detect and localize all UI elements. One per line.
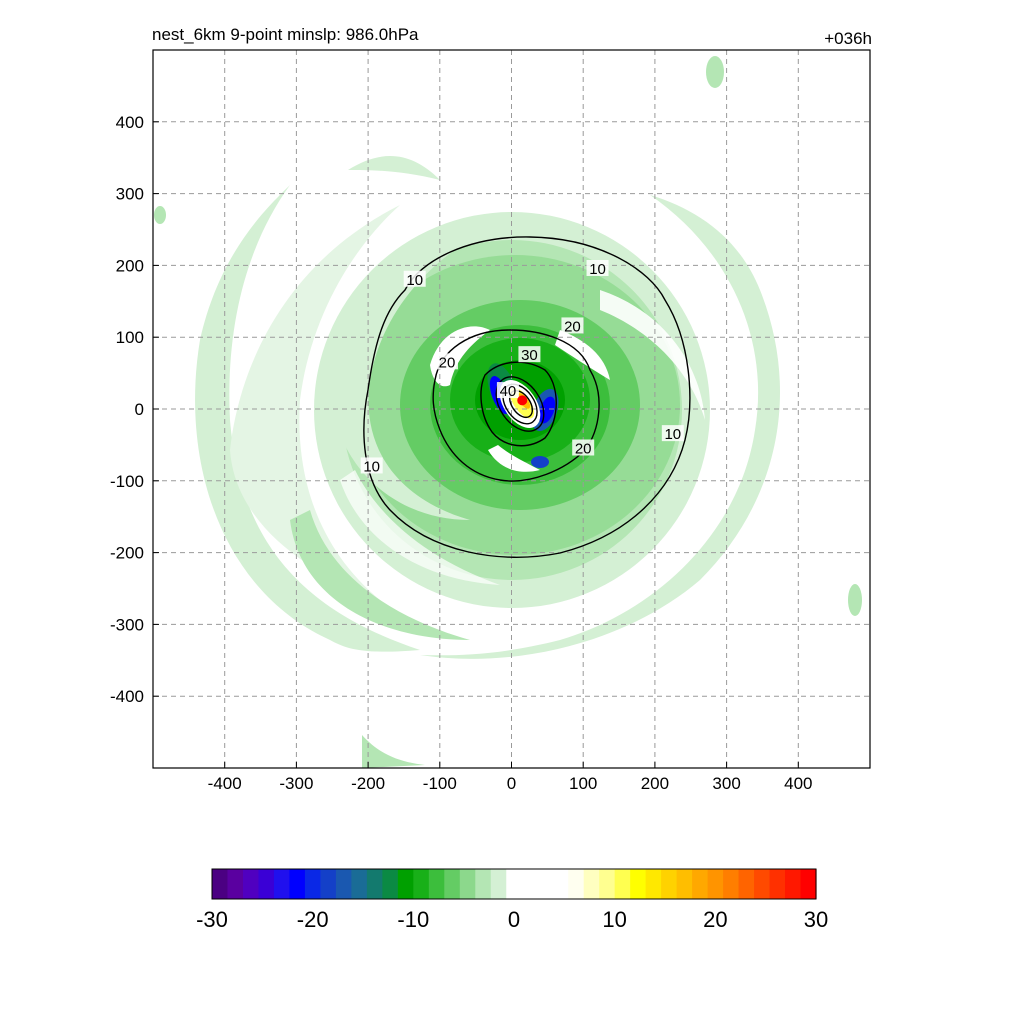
colorbar-swatch: [568, 869, 585, 899]
colorbar-swatch: [645, 869, 662, 899]
colorbar-swatch: [800, 869, 817, 899]
colorbar-swatch: [351, 869, 368, 899]
x-tick-label: -300: [279, 774, 313, 793]
x-tick-label: 0: [507, 774, 516, 793]
colorbar-tick-label: -30: [196, 907, 228, 932]
colorbar-swatch: [382, 869, 399, 899]
x-tick-label: 200: [641, 774, 669, 793]
colorbar-swatch: [707, 869, 724, 899]
colorbar-swatch: [258, 869, 275, 899]
colorbar-tick-label: -10: [397, 907, 429, 932]
x-tick-label: -400: [208, 774, 242, 793]
colorbar-swatch: [583, 869, 600, 899]
x-tick-label: 100: [569, 774, 597, 793]
y-tick-label: -200: [110, 544, 144, 563]
storm-center-marker: [517, 395, 528, 406]
y-tick-label: -100: [110, 472, 144, 491]
colorbar-swatch: [599, 869, 616, 899]
colorbar-swatch: [785, 869, 802, 899]
colorbar-swatch: [661, 869, 678, 899]
contour-label-bg: [435, 353, 458, 370]
colorbar-swatch: [754, 869, 771, 899]
colorbar-swatch: [273, 869, 291, 899]
x-tick-label: -200: [351, 774, 385, 793]
x-tick-label: 300: [712, 774, 740, 793]
colorbar-swatch: [366, 869, 383, 899]
y-tick-label: 200: [116, 256, 144, 275]
contour-label-bg: [586, 259, 609, 276]
colorbar-tick-label: -20: [297, 907, 329, 932]
colorbar-swatch: [490, 869, 507, 899]
x-tick-label: -100: [423, 774, 457, 793]
center-marker-layer: [517, 395, 528, 406]
colorbar-swatch: [227, 869, 244, 899]
y-tick-label: 300: [116, 185, 144, 204]
colorbar-tick-label: 0: [508, 907, 520, 932]
contour-label-bg: [403, 270, 426, 287]
contour-label-bg: [572, 439, 595, 456]
colorbar-swatch: [630, 869, 647, 899]
y-tick-label: -400: [110, 687, 144, 706]
y-tick-label: 100: [116, 328, 144, 347]
colorbar-swatch: [413, 869, 430, 899]
colorbar-swatch: [444, 869, 461, 899]
contour-label: 40: [500, 383, 517, 400]
contour-label: 10: [406, 272, 423, 289]
contour-label-bg: [496, 382, 519, 399]
contour-label: 20: [564, 318, 581, 335]
contour-label: 10: [589, 261, 606, 278]
colorbar-swatch: [459, 869, 476, 899]
contour-label: 10: [363, 458, 380, 475]
colorbar-swatch: [335, 869, 352, 899]
contour-label-bg: [360, 457, 383, 474]
colorbar-swatch: [692, 869, 709, 899]
y-tick-label: -300: [110, 615, 144, 634]
colorbar-tick-label: 10: [602, 907, 626, 932]
contour-labels: 10 10 10 10 20 20 20 30 40: [360, 259, 684, 475]
colorbar-swatch: [769, 869, 786, 899]
x-tick-label: 400: [784, 774, 812, 793]
colorbar-swatch: [738, 869, 755, 899]
colorbar-frame: [211, 868, 817, 900]
contour-label-bg: [561, 317, 584, 334]
time-label: +036h: [824, 29, 872, 48]
plot-area: 10 10 10 10 20 20 20 30 40: [153, 50, 870, 768]
colorbar-swatch: [537, 869, 554, 899]
colorbar-swatch: [552, 869, 569, 899]
grid: [153, 50, 870, 768]
colorbar-swatch: [397, 869, 414, 899]
contour-label: 20: [439, 354, 456, 371]
colorbar-tick-label: 30: [804, 907, 828, 932]
colorbar-swatch: [428, 869, 445, 899]
colorbar-swatch: [304, 869, 322, 899]
colorbar-swatch: [614, 869, 631, 899]
chart-title: nest_6km 9-point minslp: 986.0hPa: [152, 25, 419, 44]
colorbar-swatch: [289, 869, 306, 899]
colorbar: [211, 868, 817, 900]
y-tick-label: 0: [135, 400, 144, 419]
colorbar-swatch: [242, 869, 260, 899]
colorbar-swatch: [320, 869, 337, 899]
contour-label: 20: [575, 440, 592, 457]
colorbar-swatch: [521, 869, 538, 899]
y-axis-ticks: 400 300 200 100 0 -100 -200 -300 -400: [110, 113, 159, 706]
colorbar-swatch: [723, 869, 740, 899]
y-tick-label: 400: [116, 113, 144, 132]
colorbar-swatch: [212, 869, 229, 899]
colorbar-tick-label: 20: [703, 907, 727, 932]
contour-label-bg: [518, 346, 541, 363]
contour-label: 30: [521, 347, 538, 364]
contour-label-bg: [661, 425, 684, 442]
colorbar-swatch: [506, 869, 523, 899]
colorbar-ticks: -30 -20 -10 0 10 20 30: [196, 907, 828, 932]
colorbar-swatch: [676, 869, 693, 899]
x-axis-ticks: -400 -300 -200 -100 0 100 200 300 400: [208, 762, 812, 793]
colorbar-swatch: [475, 869, 492, 899]
contour-label: 10: [664, 426, 681, 443]
